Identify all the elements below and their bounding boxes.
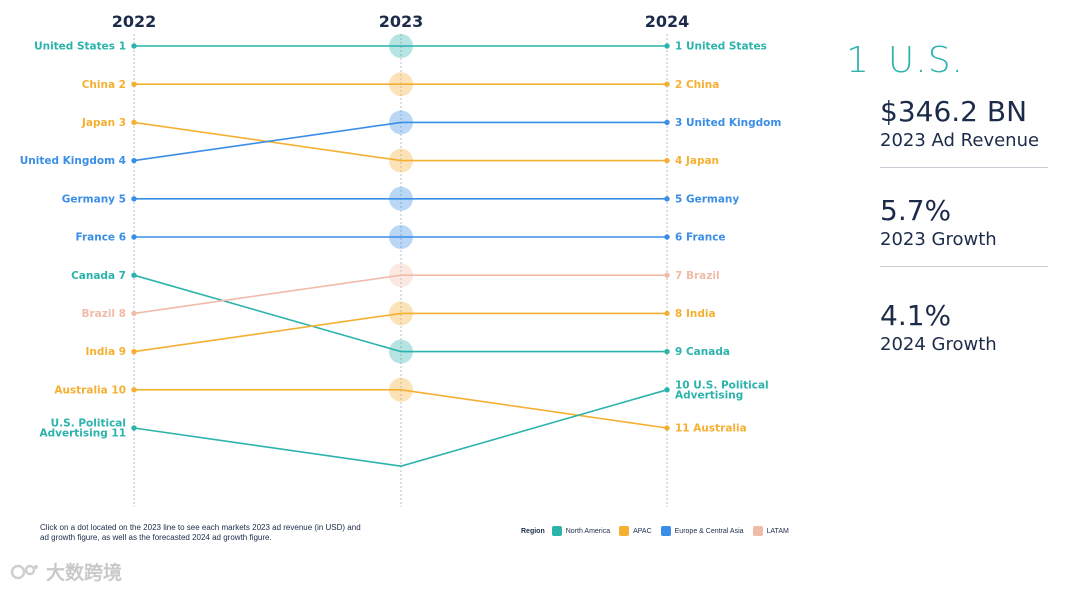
dot-2022-uk [131, 157, 137, 164]
stat-value: 5.7% [880, 194, 952, 227]
dot-2022-jp [131, 119, 137, 126]
year-header-2022: 2022 [112, 12, 157, 31]
label-2024-ca: 9 Canada [675, 346, 730, 358]
dot-2022-in [131, 348, 137, 355]
legend-swatch-latam [752, 526, 763, 536]
watermark-logo-icon [10, 564, 38, 579]
stat-label: 2024 Growth [880, 334, 997, 355]
label-2024-de: 5 Germany [675, 193, 739, 205]
bubble-2023-au[interactable] [389, 377, 413, 402]
dot-2024-uk [664, 119, 670, 126]
bubble-2023-cn[interactable] [389, 72, 413, 97]
bubble-2023-uk[interactable] [389, 110, 413, 135]
stat-label: 2023 Growth [880, 229, 997, 250]
dot-2022-us [131, 43, 137, 49]
label-2024-pol: 10 U.S. Political Advertising [675, 379, 769, 401]
dot-2024-fr [664, 234, 670, 240]
watermark: 大数跨境 [10, 558, 122, 585]
bubble-2023-in[interactable] [389, 301, 413, 326]
2023-bubbles [389, 34, 413, 402]
label-2022-de: Germany 5 [62, 193, 126, 205]
stat-2023-growth: 5.7% 2023 Growth [880, 194, 1056, 250]
label-2024-us: 1 United States [675, 41, 767, 53]
legend-label-latam: LATAM [766, 527, 789, 535]
line-uk [133, 121, 667, 162]
label-2024-uk: 3 United Kingdom [675, 117, 781, 129]
bubble-2023-br[interactable] [389, 263, 413, 288]
stat-ad-revenue: $346.2 BN 2023 Ad Revenue [880, 95, 1056, 151]
label-2024-in: 8 India [675, 308, 716, 320]
dot-2022-au [131, 387, 137, 393]
line-jp [133, 121, 667, 162]
legend-label-europe: Europe & Central Asia [674, 527, 744, 535]
dot-2022-cn [131, 81, 137, 87]
stat-label: 2023 Ad Revenue [880, 130, 1040, 151]
line-br [133, 274, 667, 315]
label-2022-uk: United Kingdom 4 [20, 155, 126, 167]
label-2024-au: 11 Australia [675, 423, 747, 435]
dot-2024-au [664, 425, 670, 431]
stat-2024-growth: 4.1% 2024 Growth [880, 299, 1056, 355]
market-dots [131, 43, 670, 431]
slope-chart: United States 1 1 United States China 2 2 C… [20, 12, 782, 507]
watermark-text: 大数跨境 [46, 563, 123, 584]
stat-value: $346.2 BN [880, 95, 1028, 128]
label-2022-br: Brazil 8 [81, 308, 126, 320]
label-2024-cn: 2 China [675, 79, 719, 91]
label-2022-cn: China 2 [82, 79, 126, 91]
label-2024-fr: 6 France [675, 232, 726, 244]
column-axes [133, 34, 668, 507]
legend-label-north-america: North America [565, 527, 611, 535]
dot-2024-jp [664, 157, 670, 164]
legend-swatch-europe [660, 526, 671, 536]
label-2022-au: Australia 10 [54, 384, 126, 396]
line-in [133, 312, 667, 353]
year-header-2023: 2023 [379, 12, 424, 31]
dot-2024-pol [664, 387, 670, 393]
dot-2022-pol [131, 425, 137, 431]
dot-2024-cn [664, 81, 670, 87]
dot-2024-in [664, 310, 670, 317]
line-pol [133, 389, 668, 468]
bubble-2023-jp[interactable] [389, 148, 413, 173]
label-2022-pol: U.S. Political Advertising 11 [39, 418, 126, 440]
legend-swatch-apac [619, 526, 630, 536]
bubble-2023-us[interactable] [389, 34, 413, 58]
dot-2022-ca [131, 272, 137, 278]
market-detail-panel: 1 U.S. $346.2 BN 2023 Ad Revenue 5.7% 202… [846, 40, 1056, 355]
divider [880, 167, 1048, 168]
label-2022-fr: France 6 [75, 232, 126, 244]
dot-2024-us [664, 43, 670, 49]
dot-2024-ca [664, 348, 670, 355]
instruction-note: Click on a dot located on the 2023 line … [40, 523, 361, 542]
label-2022-us: United States 1 [34, 41, 126, 53]
year-headers: 2022 2023 2024 [112, 12, 690, 31]
dot-2022-de [131, 196, 137, 202]
selected-market-headline: 1 U.S. [846, 40, 1056, 81]
label-2022-in: India 9 [85, 346, 126, 358]
label-2024-br: 7 Brazil [675, 270, 720, 282]
dot-2022-br [131, 310, 137, 317]
label-2022-jp: Japan 3 [81, 117, 126, 129]
legend-title: Region [521, 527, 545, 535]
bubble-2023-de[interactable] [389, 186, 413, 211]
label-2024-jp: 4 Japan [675, 155, 719, 167]
year-header-2024: 2024 [645, 12, 690, 31]
selected-market-name: U.S. [887, 40, 964, 81]
market-lines [133, 45, 668, 468]
dot-2022-fr [131, 234, 137, 240]
dot-2024-br [664, 272, 670, 278]
stat-value: 4.1% [880, 299, 952, 332]
region-legend: Region North America APAC Europe & Centr… [521, 526, 794, 536]
legend-swatch-north-america [551, 526, 562, 536]
dot-2024-de [664, 196, 670, 202]
market-labels: United States 1 1 United States China 2 2 C… [20, 41, 782, 440]
label-2022-ca: Canada 7 [71, 270, 126, 282]
bubble-2023-ca[interactable] [389, 339, 413, 364]
legend-label-apac: APAC [633, 527, 652, 535]
bubble-2023-fr[interactable] [389, 225, 413, 249]
divider [880, 266, 1048, 267]
selected-market-rank: 1 [846, 40, 870, 81]
